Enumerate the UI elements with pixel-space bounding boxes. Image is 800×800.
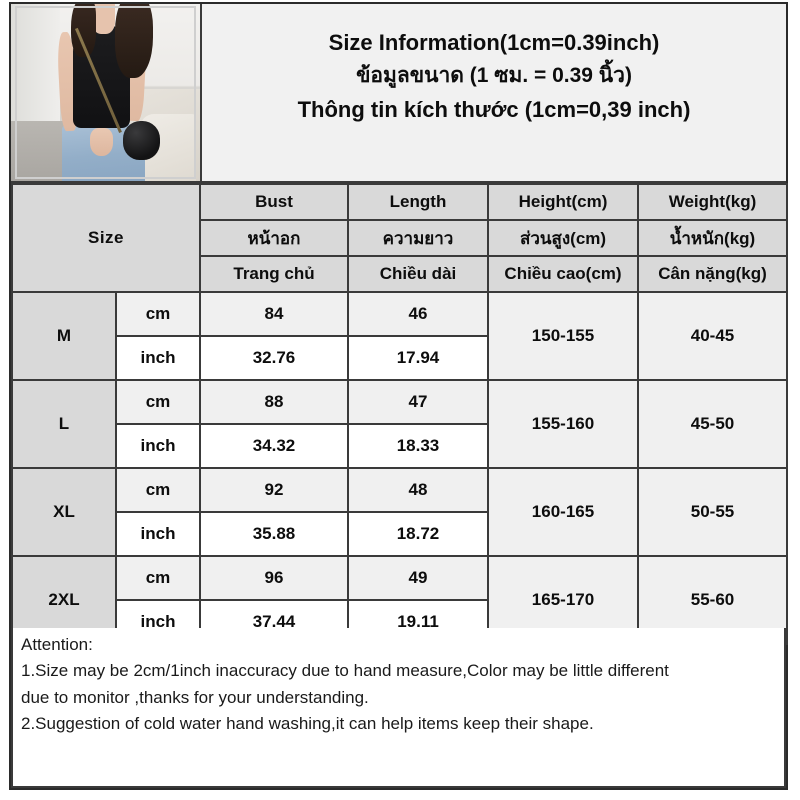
size-table: Size Bust Length Height(cm) Weight(kg) ห…	[11, 183, 788, 645]
cell-unit-cm: cm	[115, 467, 201, 513]
cell-height: 150-155	[487, 291, 639, 381]
title-line-thai: ข้อมูลขนาด (1 ซม. = 0.39 นิ้ว)	[356, 64, 632, 88]
cell-unit-inch: inch	[115, 335, 201, 381]
header-bust-en: Bust	[199, 183, 349, 221]
table-header-row-thai: หน้าอก ความยาว ส่วนสูง(cm) น้ำหนัก(kg)	[12, 219, 788, 257]
cell-unit-inch: inch	[115, 511, 201, 557]
table-row: M cm 84 46 150-155 40-45	[11, 291, 788, 381]
cell-height: 160-165	[487, 467, 639, 557]
photo-neck	[92, 4, 115, 35]
cell-unit-cm: cm	[115, 379, 201, 425]
attention-block: Attention: 1.Size may be 2cm/1inch inacc…	[11, 628, 786, 788]
header-height-vi: Chiều cao(cm)	[487, 255, 639, 293]
cell-unit-cm: cm	[115, 555, 201, 601]
header-length-vi: Chiều dài	[347, 255, 489, 293]
table-header-row-english: Size Bust Length Height(cm) Weight(kg)	[11, 183, 788, 293]
cell-weight: 40-45	[637, 291, 788, 381]
header-length-th: ความยาว	[347, 219, 489, 257]
header-height-en: Height(cm)	[487, 183, 639, 221]
title-line-vietnamese: Thông tin kích thước (1cm=0,39 inch)	[297, 96, 691, 122]
cell-unit-inch: inch	[115, 423, 201, 469]
table-row: 2XL cm 96 49 165-170 55-60	[11, 555, 788, 645]
cell-size-m: M	[11, 291, 117, 381]
cell-bust-inch: 35.88	[199, 511, 349, 557]
top-band: Size Information(1cm=0.39inch) ข้อมูลขนา…	[11, 4, 786, 183]
product-photo	[11, 4, 202, 183]
header-weight-th: น้ำหนัก(kg)	[637, 219, 788, 257]
cell-length-cm: 48	[347, 467, 489, 513]
cell-length-inch: 18.33	[347, 423, 489, 469]
header-size: Size	[11, 183, 201, 293]
cell-size-xl: XL	[11, 467, 117, 557]
cell-length-cm: 47	[347, 379, 489, 425]
table-header-row-vietnamese: Trang chủ Chiều dài Chiều cao(cm) Cân nặ…	[12, 255, 788, 293]
header-bust-th: หน้าอก	[199, 219, 349, 257]
attention-line-1: 1.Size may be 2cm/1inch inaccuracy due t…	[21, 661, 669, 681]
attention-heading: Attention:	[21, 635, 93, 654]
cell-bust-cm: 84	[199, 291, 349, 337]
header-weight-vi: Cân nặng(kg)	[637, 255, 788, 293]
photo-quilted-bag	[122, 120, 161, 160]
cell-size-l: L	[11, 379, 117, 469]
title-block: Size Information(1cm=0.39inch) ข้อมูลขนา…	[202, 4, 786, 183]
title-line-english: Size Information(1cm=0.39inch)	[328, 30, 660, 56]
attention-line-2: due to monitor ,thanks for your understa…	[21, 687, 369, 707]
attention-line-3: 2.Suggestion of cold water hand washing,…	[21, 714, 594, 734]
table-row: inch 35.88 18.72	[12, 511, 787, 557]
table-row: inch 32.76 17.94	[12, 335, 787, 381]
header-bust-vi: Trang chủ	[199, 255, 349, 293]
table-row: inch 34.32 18.33	[12, 423, 787, 469]
cell-weight: 50-55	[637, 467, 788, 557]
cell-bust-cm: 96	[199, 555, 349, 601]
table-row: L cm 88 47 155-160 45-50	[11, 379, 788, 469]
cell-bust-inch: 34.32	[199, 423, 349, 469]
cell-bust-cm: 92	[199, 467, 349, 513]
cell-weight: 45-50	[637, 379, 788, 469]
cell-unit-cm: cm	[115, 291, 201, 337]
product-photo-image	[11, 4, 200, 181]
table-row: XL cm 92 48 160-165 50-55	[11, 467, 788, 557]
header-weight-en: Weight(kg)	[637, 183, 788, 221]
cell-height: 155-160	[487, 379, 639, 469]
cell-length-inch: 18.72	[347, 511, 489, 557]
header-length-en: Length	[347, 183, 489, 221]
cell-bust-inch: 32.76	[199, 335, 349, 381]
cell-length-cm: 46	[347, 291, 489, 337]
cell-length-inch: 17.94	[347, 335, 489, 381]
header-height-th: ส่วนสูง(cm)	[487, 219, 639, 257]
cell-bust-cm: 88	[199, 379, 349, 425]
photo-hair-right	[114, 4, 153, 79]
cell-length-cm: 49	[347, 555, 489, 601]
photo-hand	[90, 127, 114, 157]
